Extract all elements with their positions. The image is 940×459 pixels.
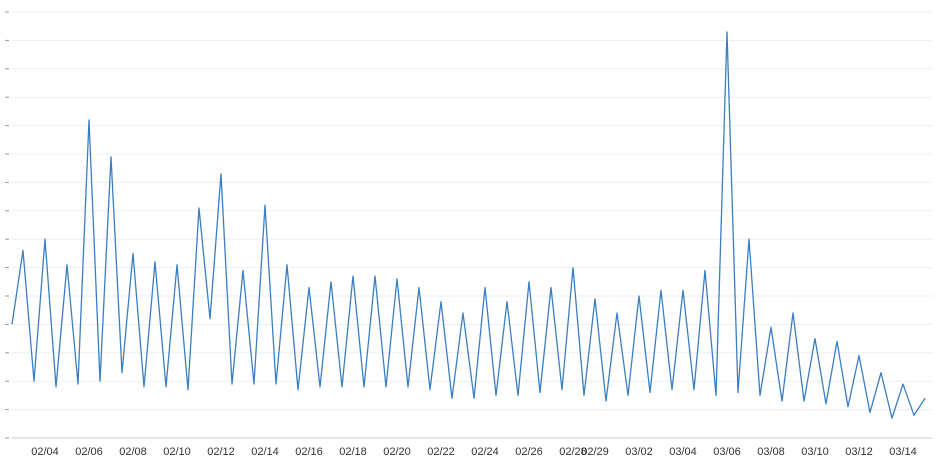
x-tick-label: 02/16 bbox=[295, 446, 323, 458]
x-tick-label: 02/08 bbox=[119, 446, 147, 458]
x-tick-label: 03/14 bbox=[889, 446, 917, 458]
x-tick-label: 02/26 bbox=[515, 446, 543, 458]
x-tick-label: 03/06 bbox=[713, 446, 741, 458]
x-tick-label: 03/08 bbox=[757, 446, 785, 458]
x-tick-label: 02/18 bbox=[339, 446, 367, 458]
x-tick-label: 02/20 bbox=[383, 446, 411, 458]
x-tick-label: 02/29 bbox=[581, 446, 609, 458]
x-tick-label: 02/28 bbox=[559, 446, 587, 458]
x-tick-label: 02/12 bbox=[207, 446, 235, 458]
x-tick-label: 02/14 bbox=[251, 446, 279, 458]
x-tick-label: 02/22 bbox=[427, 446, 455, 458]
x-tick-label: 02/04 bbox=[31, 446, 59, 458]
x-tick-label: 03/12 bbox=[845, 446, 873, 458]
x-tick-label: 03/02 bbox=[625, 446, 653, 458]
x-tick-label: 02/10 bbox=[163, 446, 191, 458]
x-tick-label: 02/24 bbox=[471, 446, 499, 458]
line bbox=[11, 31, 926, 419]
x-tick-label: 03/04 bbox=[669, 446, 697, 458]
x-tick-label: 02/06 bbox=[75, 446, 103, 458]
x-tick-label: 03/10 bbox=[801, 446, 829, 458]
